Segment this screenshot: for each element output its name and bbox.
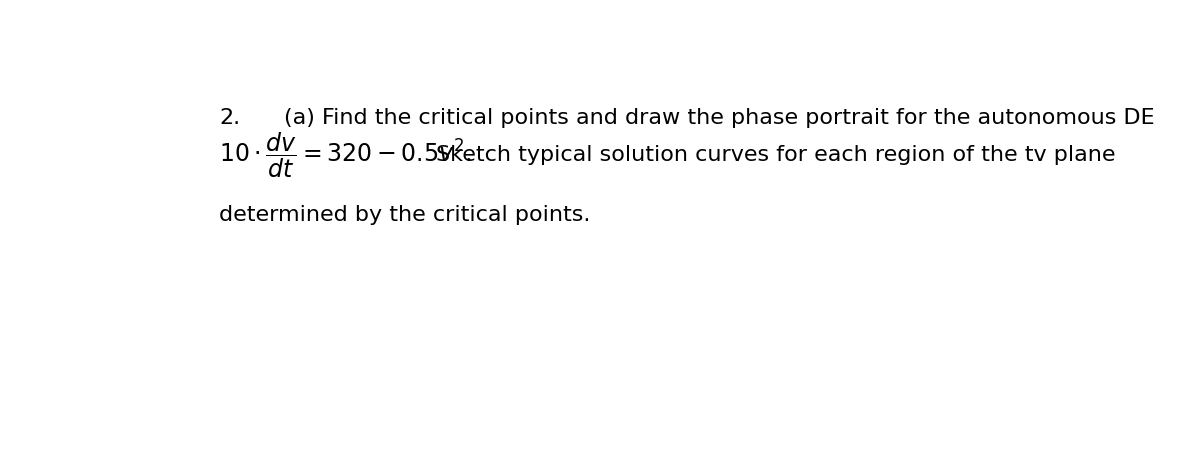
Text: $10 \cdot \dfrac{dv}{dt} = 320-0.5v^2$.: $10 \cdot \dfrac{dv}{dt} = 320-0.5v^2$. [219, 130, 472, 179]
Text: Sketch typical solution curves for each region of the tv plane: Sketch typical solution curves for each … [437, 145, 1116, 165]
Text: determined by the critical points.: determined by the critical points. [219, 205, 590, 225]
Text: (a) Find the critical points and draw the phase portrait for the autonomous DE: (a) Find the critical points and draw th… [284, 107, 1155, 127]
Text: 2.: 2. [219, 107, 240, 127]
